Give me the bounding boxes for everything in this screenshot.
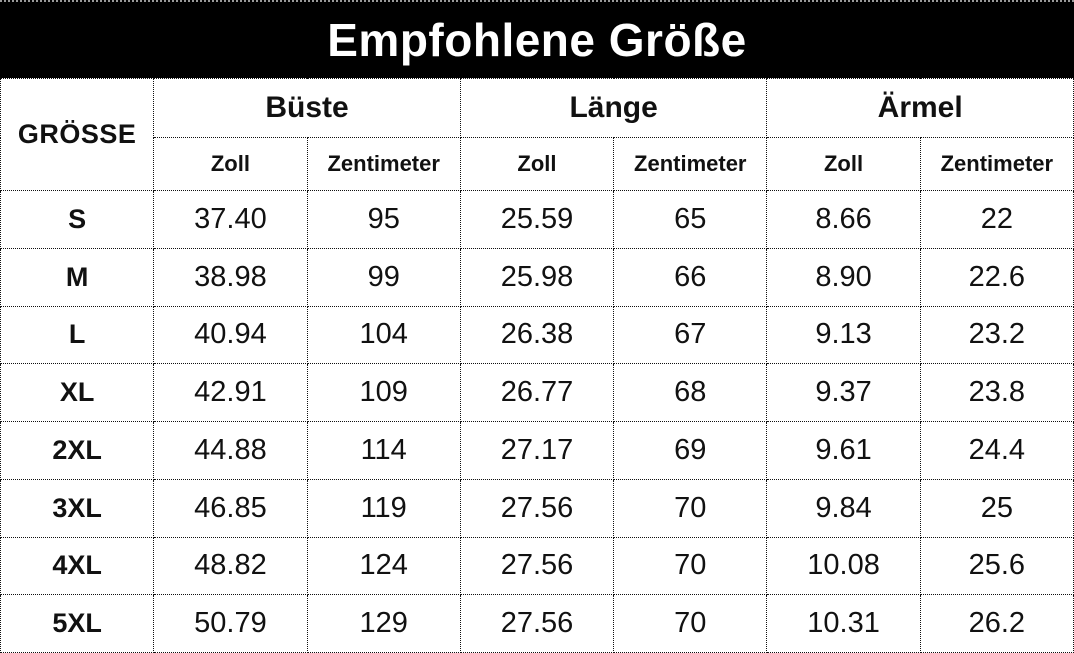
header-unit-zoll: Zoll [153,137,308,191]
value-cell: 70 [613,594,768,653]
value-cell: 50.79 [153,594,308,653]
header-group-row: GRÖSSE Büste Länge Ärmel [0,78,1074,191]
value-cell: 23.8 [919,363,1074,422]
value-cell: 109 [306,363,461,422]
value-cell: 10.31 [766,594,921,653]
value-cell: 38.98 [153,247,308,307]
value-cell: 10.08 [766,536,921,596]
value-cell: 65 [613,190,768,249]
value-cell: 23.2 [919,305,1074,365]
value-cell: 9.37 [766,363,921,422]
table-row: 2XL 44.88 114 27.17 69 9.61 24.4 [0,421,1074,480]
value-cell: 95 [306,190,461,249]
table-row: 5XL 50.79 129 27.56 70 10.31 26.2 [0,594,1074,653]
header-bueste: Büste [153,78,461,138]
size-cell: 2XL [0,421,155,480]
value-cell: 25.59 [459,190,615,249]
value-cell: 26.77 [459,363,615,422]
value-cell: 27.56 [459,594,615,653]
value-cell: 40.94 [153,305,308,365]
value-cell: 37.40 [153,190,308,249]
value-cell: 66 [613,247,768,307]
size-cell: 5XL [0,594,155,653]
value-cell: 25.6 [919,536,1074,596]
header-size-label: GRÖSSE [0,78,155,191]
table-row: S 37.40 95 25.59 65 8.66 22 [0,190,1074,249]
header-unit-zentimeter: Zentimeter [613,137,768,191]
value-cell: 8.66 [766,190,921,249]
value-cell: 9.61 [766,421,921,480]
header-aermel: Ärmel [766,78,1074,138]
header-unit-zentimeter: Zentimeter [919,137,1074,191]
value-cell: 24.4 [919,421,1074,480]
size-cell: 3XL [0,478,155,538]
header-unit-zentimeter: Zentimeter [306,137,461,191]
title-banner: Empfohlene Größe [0,0,1074,78]
size-cell: 4XL [0,536,155,596]
value-cell: 67 [613,305,768,365]
value-cell: 22 [919,190,1074,249]
value-cell: 69 [613,421,768,480]
value-cell: 119 [306,478,461,538]
value-cell: 26.38 [459,305,615,365]
size-cell: L [0,305,155,365]
header-unit-zoll: Zoll [459,137,615,191]
size-table: GRÖSSE Büste Länge Ärmel Zoll Zentimeter… [0,78,1074,653]
value-cell: 25 [919,478,1074,538]
value-cell: 114 [306,421,461,480]
value-cell: 129 [306,594,461,653]
size-cell: S [0,190,155,249]
value-cell: 104 [306,305,461,365]
value-cell: 8.90 [766,247,921,307]
value-cell: 124 [306,536,461,596]
value-cell: 9.13 [766,305,921,365]
page-title: Empfohlene Größe [327,14,747,66]
value-cell: 27.56 [459,536,615,596]
value-cell: 48.82 [153,536,308,596]
table-row: XL 42.91 109 26.77 68 9.37 23.8 [0,363,1074,422]
value-cell: 70 [613,478,768,538]
size-cell: M [0,247,155,307]
value-cell: 70 [613,536,768,596]
size-cell: XL [0,363,155,422]
value-cell: 27.56 [459,478,615,538]
table-row: M 38.98 99 25.98 66 8.90 22.6 [0,247,1074,307]
value-cell: 44.88 [153,421,308,480]
header-unit-row: Zoll Zentimeter Zoll Zentimeter Zoll Zen… [1,137,1074,191]
value-cell: 99 [306,247,461,307]
header-unit-zoll: Zoll [766,137,921,191]
value-cell: 27.17 [459,421,615,480]
header-laenge: Länge [459,78,768,138]
table-row: L 40.94 104 26.38 67 9.13 23.2 [0,305,1074,365]
value-cell: 26.2 [919,594,1074,653]
table-row: 3XL 46.85 119 27.56 70 9.84 25 [0,478,1074,538]
table-row: 4XL 48.82 124 27.56 70 10.08 25.6 [0,536,1074,596]
value-cell: 68 [613,363,768,422]
value-cell: 42.91 [153,363,308,422]
value-cell: 46.85 [153,478,308,538]
value-cell: 9.84 [766,478,921,538]
value-cell: 25.98 [459,247,615,307]
value-cell: 22.6 [919,247,1074,307]
